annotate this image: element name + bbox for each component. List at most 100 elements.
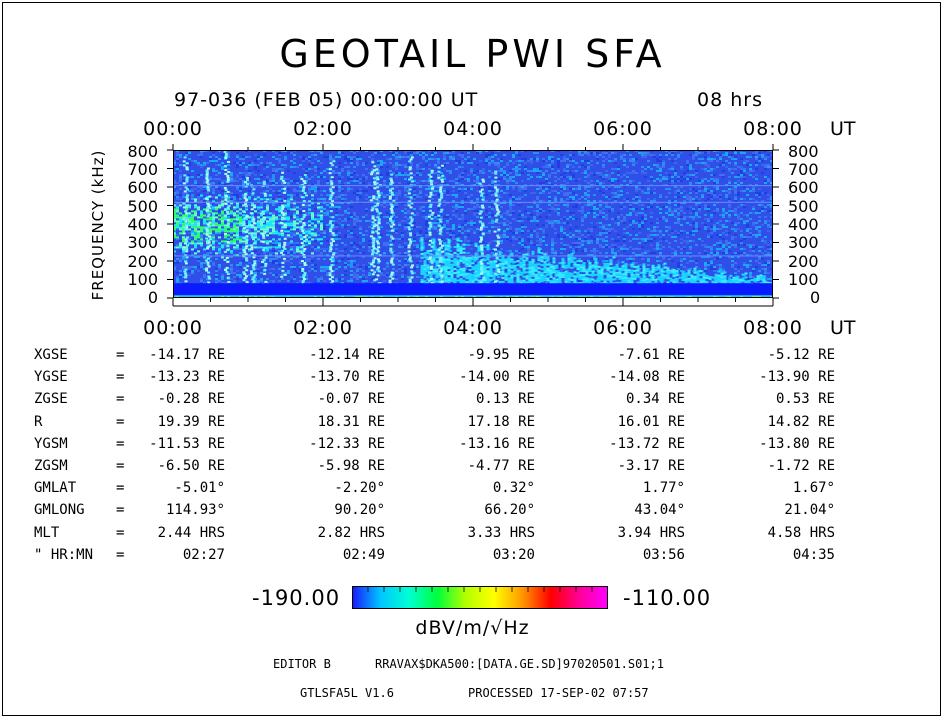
spectrogram-cell [176, 204, 179, 206]
spectrogram-cell [764, 216, 767, 218]
spectrogram-cell [353, 170, 356, 172]
spectrogram-cell [254, 258, 257, 260]
spectrogram-cell [461, 202, 464, 204]
spectrogram-cell [515, 262, 518, 264]
spectrogram-cell [617, 186, 620, 188]
spectrogram-cell [650, 244, 653, 246]
spectrogram-cell [275, 182, 278, 184]
spectrogram-cell [704, 152, 707, 154]
spectrogram-cell [614, 252, 617, 254]
spectrogram-cell [353, 152, 356, 154]
spectrogram-cell [434, 194, 437, 196]
spectrogram-cell [509, 208, 512, 210]
spectrogram-cell [695, 228, 698, 230]
spectrogram-cell [575, 218, 578, 220]
spectrogram-cell [260, 200, 263, 202]
spectrogram-cell [518, 242, 521, 244]
spectrogram-cell [713, 196, 716, 198]
spectrogram-cell [311, 256, 314, 258]
spectrogram-cell [704, 190, 707, 192]
spectrogram-cell [431, 222, 434, 224]
spectrogram-cell [416, 262, 419, 264]
spectrogram-cell [668, 208, 671, 210]
spectrogram-cell [197, 164, 200, 166]
spectrogram-cell [602, 194, 605, 196]
spectrogram-cell [461, 176, 464, 178]
spectrogram-cell [716, 234, 719, 236]
spectrogram-cell [680, 208, 683, 210]
spectrogram-cell [572, 196, 575, 198]
spectrogram-cell [566, 176, 569, 178]
spectrogram-cell [215, 214, 218, 216]
spectrogram-cell [650, 234, 653, 236]
spectrogram-cell [650, 154, 653, 156]
spectrogram-cell [740, 236, 743, 238]
spectrogram-cell [641, 212, 644, 214]
spectrogram-cell [722, 174, 725, 176]
spectrogram-cell [386, 158, 389, 160]
spectrogram-cell [587, 194, 590, 196]
spectrogram-cell [329, 234, 332, 236]
spectrogram-cell [191, 160, 194, 162]
spectrogram-cell [560, 248, 563, 250]
spectrogram-cell [536, 168, 539, 170]
spectrogram-cell [380, 192, 383, 194]
spectrogram-cell [728, 250, 731, 252]
spectrogram-cell [533, 158, 536, 160]
spectrogram-cell [272, 204, 275, 206]
spectrogram-cell [404, 202, 407, 204]
spectrogram-cell [659, 252, 662, 254]
spectrogram-cell [278, 196, 281, 198]
spectrogram-cell [314, 186, 317, 188]
spectrogram-cell [629, 206, 632, 208]
spectrogram-cell [215, 174, 218, 176]
spectrogram-cell [623, 238, 626, 240]
spectrogram-cell [335, 174, 338, 176]
spectrogram-cell [755, 174, 758, 176]
spectrogram-cell [701, 162, 704, 164]
spectrogram-cell [719, 224, 722, 226]
spectrogram-cell [197, 154, 200, 156]
spectrogram-cell [551, 206, 554, 208]
spectrogram-cell [404, 258, 407, 260]
spectrogram-cell [752, 198, 755, 200]
spectrogram-cell [299, 252, 302, 254]
spectrogram-cell [429, 253, 433, 256]
spectrogram-cell [278, 234, 281, 236]
spectrogram-cell [206, 280, 209, 282]
spectrogram-cell [572, 198, 575, 200]
spectrogram-cell [236, 278, 239, 280]
spectrogram-cell [410, 162, 413, 164]
spectrogram-cell [347, 260, 350, 262]
spectrogram-cell [443, 190, 446, 192]
spectrogram-cell [710, 248, 713, 250]
spectrogram-cell [401, 238, 404, 240]
spectrogram-cell [335, 172, 338, 174]
spectrogram-cell [617, 250, 620, 252]
spectrogram-cell [743, 248, 746, 250]
spectrogram-cell [698, 210, 701, 212]
spectrogram-cell [701, 244, 704, 246]
spectrogram-cell [368, 248, 371, 250]
spectrogram-cell [338, 250, 341, 252]
spectrogram-cell [557, 166, 560, 168]
spectrogram-cell [500, 158, 503, 160]
spectrogram-cell [518, 220, 521, 222]
spectrogram-cell [602, 182, 605, 184]
spectrogram-cell [356, 248, 359, 250]
spectrogram-cell [416, 214, 419, 216]
spectrogram-cell [632, 262, 635, 264]
spectrogram-cell [350, 172, 353, 174]
spectrogram-cell [521, 220, 524, 222]
spectrogram-cell [447, 247, 451, 250]
spectrogram-cell [230, 172, 233, 174]
spectrogram-cell [473, 158, 476, 160]
spectrogram-cell [509, 180, 512, 182]
spectrogram-cell [761, 224, 764, 226]
spectrogram-cell [521, 248, 524, 250]
spectrogram-cell [626, 232, 629, 234]
spectrogram-cell [284, 260, 287, 262]
spectrogram-cell [686, 162, 689, 164]
spectrogram-cell [416, 182, 419, 184]
spectrogram-cell [728, 188, 731, 190]
